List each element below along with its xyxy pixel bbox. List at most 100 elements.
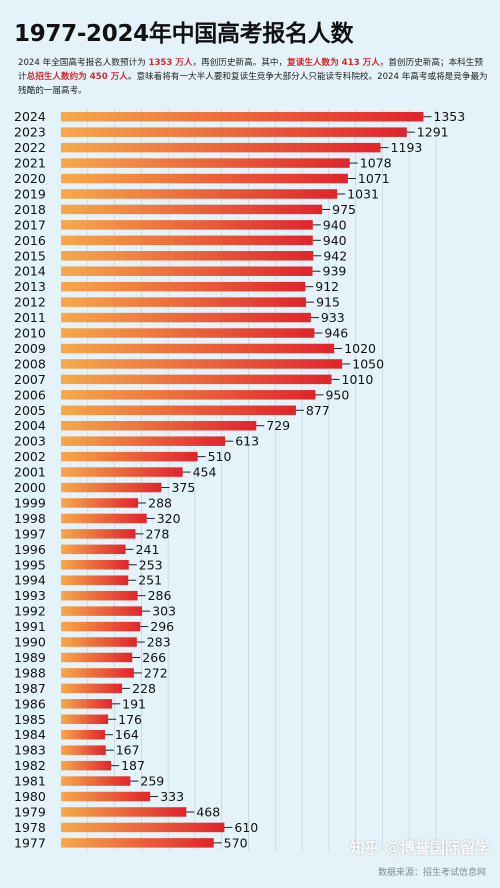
y-tick-label: 1993 xyxy=(14,588,46,603)
y-tick-label: 2011 xyxy=(14,310,46,325)
bar xyxy=(61,173,348,184)
data-label: 266 xyxy=(142,650,166,665)
data-label: 1193 xyxy=(391,140,423,155)
bar xyxy=(61,111,424,122)
bar xyxy=(61,776,131,786)
y-tick-label: 2021 xyxy=(14,156,46,171)
bar xyxy=(61,482,162,493)
data-label: 1291 xyxy=(417,125,449,140)
bar xyxy=(61,297,307,307)
bar xyxy=(61,142,381,153)
data-label: 915 xyxy=(316,295,340,310)
bar xyxy=(61,405,296,416)
data-label: 940 xyxy=(323,217,347,232)
data-label: 942 xyxy=(323,248,347,263)
bar xyxy=(61,668,134,678)
y-tick-label: 2013 xyxy=(14,279,46,294)
y-tick-label: 2005 xyxy=(14,403,46,418)
bar xyxy=(61,451,198,462)
bar xyxy=(61,436,226,446)
data-label: 1071 xyxy=(358,171,390,186)
bar xyxy=(61,390,316,400)
y-tick-label: 2008 xyxy=(14,356,46,371)
y-tick-label: 2022 xyxy=(14,140,46,155)
data-label: 283 xyxy=(147,635,171,650)
y-tick-label: 2007 xyxy=(14,372,46,387)
bar xyxy=(61,838,214,848)
data-label: 253 xyxy=(139,557,163,572)
bar xyxy=(61,374,332,385)
bar xyxy=(61,312,311,323)
data-label: 610 xyxy=(234,820,258,835)
data-label: 939 xyxy=(323,264,347,279)
data-label: 950 xyxy=(325,387,349,402)
bar xyxy=(61,281,306,292)
bar xyxy=(61,652,133,663)
y-tick-label: 1978 xyxy=(14,820,46,835)
y-tick-label: 1986 xyxy=(14,696,46,711)
data-label: 296 xyxy=(150,619,174,634)
bar xyxy=(61,590,138,601)
bar xyxy=(61,729,105,740)
data-label: 259 xyxy=(140,774,164,789)
data-label: 286 xyxy=(148,588,172,603)
y-tick-label: 1992 xyxy=(14,604,46,619)
bar xyxy=(61,343,335,354)
bar xyxy=(61,544,126,555)
data-label: 241 xyxy=(136,542,160,557)
watermark: 知乎 @博誉国际留学 xyxy=(349,839,490,857)
y-tick-label: 1995 xyxy=(14,557,46,572)
bar xyxy=(61,251,314,261)
data-label: 167 xyxy=(116,743,140,758)
bar xyxy=(61,822,225,833)
data-label: 975 xyxy=(332,202,356,217)
y-tick-label: 2024 xyxy=(14,109,46,124)
data-label: 1020 xyxy=(344,341,376,356)
bar xyxy=(61,575,129,585)
data-label: 933 xyxy=(321,310,345,325)
y-tick-label: 2001 xyxy=(14,465,46,480)
y-tick-label: 2016 xyxy=(14,233,46,248)
data-label: 454 xyxy=(193,465,217,480)
data-label: 946 xyxy=(324,326,348,341)
y-tick-label: 1996 xyxy=(14,542,46,557)
y-tick-label: 2006 xyxy=(14,387,46,402)
y-tick-label: 1984 xyxy=(14,727,46,742)
bar xyxy=(61,714,109,725)
data-label: 570 xyxy=(224,835,248,850)
y-tick-label: 2009 xyxy=(14,341,46,356)
y-tick-label: 1981 xyxy=(14,774,46,789)
description-highlight-total: 1353 万人 xyxy=(148,58,193,68)
y-tick-label: 1999 xyxy=(14,495,46,510)
y-tick-label: 2023 xyxy=(14,125,46,140)
bar xyxy=(61,127,407,137)
footer-source: 数据来源：招生考试信息网 xyxy=(377,868,486,878)
y-tick-label: 1977 xyxy=(14,835,46,850)
bar xyxy=(61,683,123,694)
y-tick-label: 2017 xyxy=(14,217,46,232)
data-label: 1078 xyxy=(360,156,392,171)
data-label: 1353 xyxy=(433,109,465,124)
y-tick-label: 2020 xyxy=(14,171,46,186)
y-tick-label: 1991 xyxy=(14,619,46,634)
data-label: 272 xyxy=(144,665,168,680)
data-label: 613 xyxy=(235,434,259,449)
data-label: 187 xyxy=(121,758,145,773)
y-tick-label: 2019 xyxy=(14,186,46,201)
chart-grid xyxy=(87,109,437,851)
bar xyxy=(61,699,113,709)
bar xyxy=(61,606,143,616)
y-tick-label: 1990 xyxy=(14,635,46,650)
data-label: 468 xyxy=(196,804,220,819)
bar xyxy=(61,467,183,477)
data-label: 164 xyxy=(115,727,139,742)
y-tick-label: 2010 xyxy=(14,326,46,341)
data-label: 333 xyxy=(160,789,184,804)
bar xyxy=(61,791,151,802)
bar xyxy=(61,158,350,168)
bar xyxy=(61,760,112,771)
y-tick-label: 1982 xyxy=(14,758,46,773)
page-title: 1977-2024年中国高考报名人数 xyxy=(14,21,354,47)
bar xyxy=(61,204,323,215)
